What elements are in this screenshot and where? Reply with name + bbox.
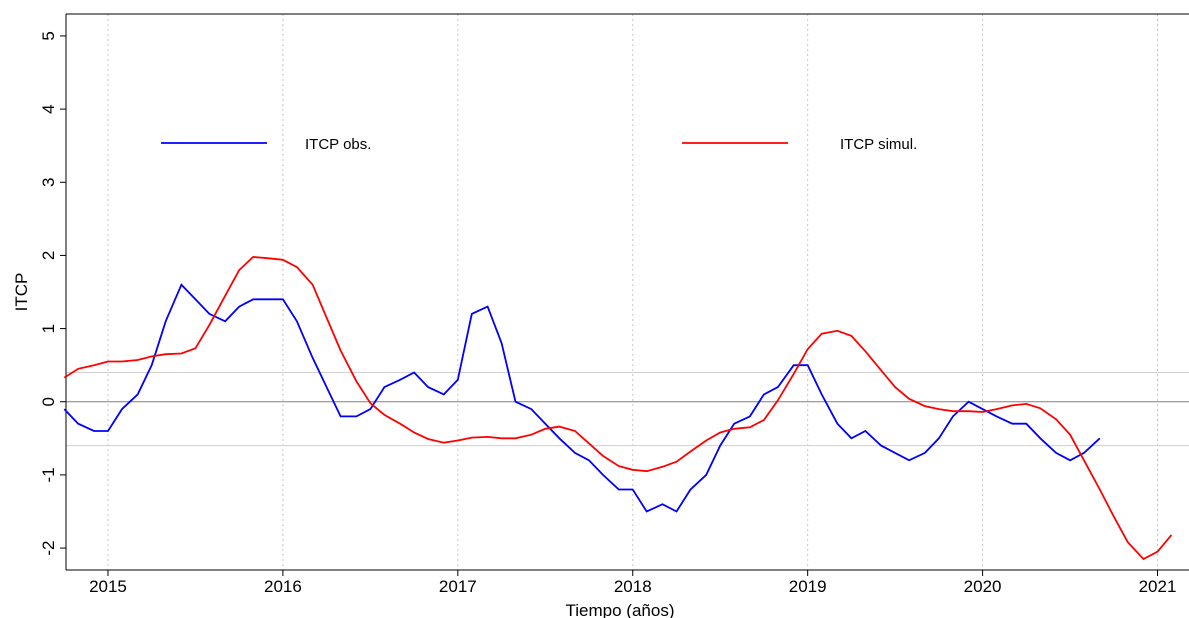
y-tick-label: 2	[39, 251, 58, 260]
x-tick-label: 2017	[439, 577, 477, 596]
y-tick-label: -2	[39, 540, 58, 555]
data-line	[63, 255, 1173, 561]
x-tick-label: 2020	[964, 577, 1002, 596]
legend-label: ITCP simul.	[840, 136, 917, 153]
y-tick-label: 4	[39, 104, 58, 113]
y-axis-label: ITCP	[12, 273, 31, 312]
x-tick-label: 2021	[1139, 577, 1177, 596]
data-line	[63, 283, 1101, 513]
y-tick-label: 1	[39, 324, 58, 333]
y-tick-label: 0	[39, 397, 58, 406]
x-axis-label: Tiempo (años)	[566, 601, 675, 618]
y-tick-label: 5	[39, 31, 58, 40]
x-tick-label: 2019	[789, 577, 827, 596]
x-tick-label: 2015	[89, 577, 127, 596]
legend-label: ITCP obs.	[305, 136, 371, 153]
y-tick-label: 3	[39, 178, 58, 187]
y-tick-label: -1	[39, 467, 58, 482]
x-tick-label: 2018	[614, 577, 652, 596]
x-tick-label: 2016	[264, 577, 302, 596]
